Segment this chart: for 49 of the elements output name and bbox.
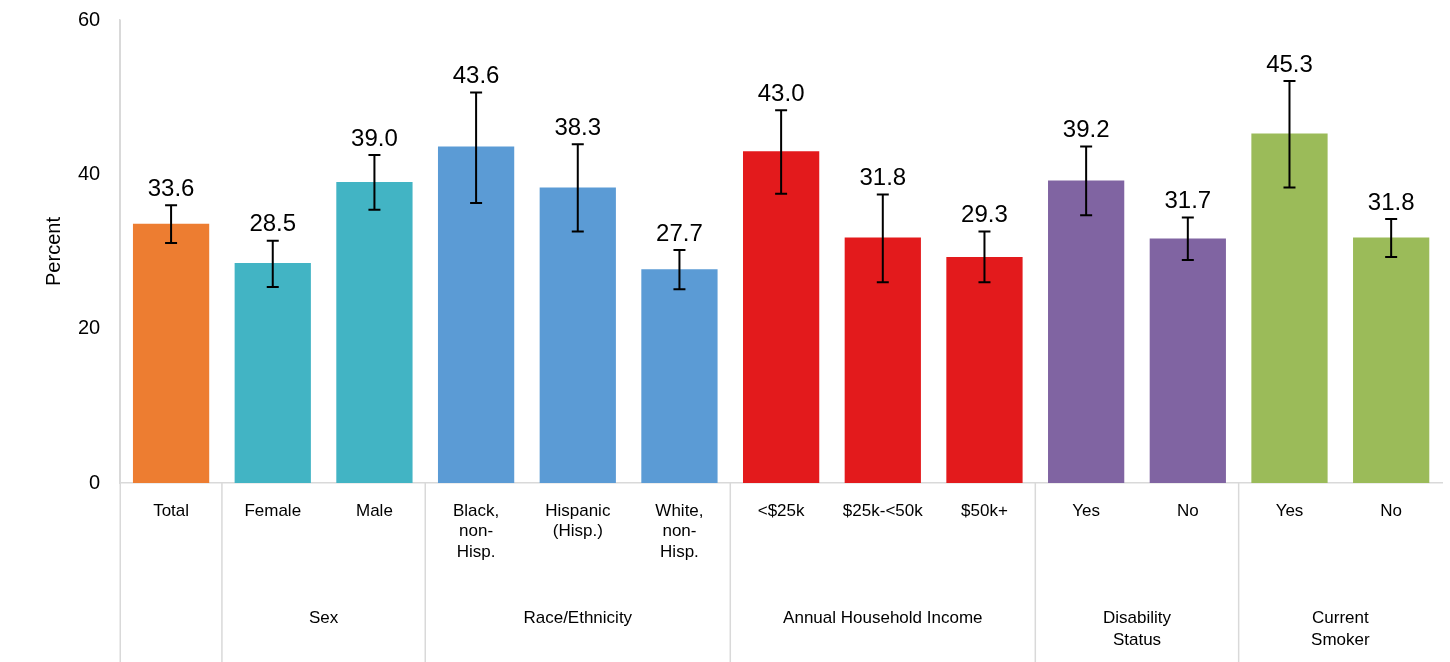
data-label: 43.0 bbox=[757, 78, 805, 106]
x-tick-label: Hispanic (Hisp.) bbox=[545, 500, 611, 541]
x-tick-label: <$25k bbox=[757, 500, 806, 520]
text: Annual Household Income bbox=[783, 607, 983, 627]
bar bbox=[132, 223, 210, 483]
data-label: 28.5 bbox=[249, 209, 297, 237]
text: Current Smoker bbox=[1311, 607, 1370, 649]
bar bbox=[1353, 237, 1430, 483]
x-tick-label: Black, non-Hisp. bbox=[452, 500, 500, 561]
text: Disability Status bbox=[1102, 607, 1172, 649]
x-tick-label: Yes bbox=[1072, 500, 1101, 520]
data-label: 45.3 bbox=[1266, 49, 1313, 77]
data-label: 31.8 bbox=[1367, 187, 1415, 215]
x-tick-label: No bbox=[1176, 500, 1199, 520]
data-label: 39.0 bbox=[351, 123, 398, 151]
y-tick-label: 60 bbox=[78, 7, 101, 30]
data-label: 27.7 bbox=[656, 218, 703, 246]
bar bbox=[641, 269, 718, 483]
x-tick-label: Yes bbox=[1275, 500, 1304, 520]
bar bbox=[539, 187, 616, 483]
x-tick-label: $25k-<50k bbox=[842, 500, 924, 520]
bar bbox=[946, 256, 1023, 483]
bar bbox=[437, 146, 515, 483]
bar bbox=[234, 263, 311, 483]
data-label: 39.2 bbox=[1062, 115, 1110, 143]
y-tick-label: 20 bbox=[78, 316, 101, 339]
data-label: 31.7 bbox=[1164, 186, 1212, 214]
x-tick-label: Male bbox=[356, 500, 393, 520]
bar bbox=[844, 237, 921, 483]
x-tick-label: White, non-Hisp. bbox=[655, 500, 704, 561]
x-tick-label: Female bbox=[244, 500, 302, 520]
data-label: 43.6 bbox=[452, 61, 500, 89]
data-label: 31.8 bbox=[859, 163, 907, 191]
y-tick-label: 0 bbox=[89, 470, 101, 493]
y-axis-title: Percent bbox=[41, 216, 64, 286]
data-label: 33.6 bbox=[147, 173, 195, 201]
bar bbox=[1048, 180, 1125, 483]
bar bbox=[1251, 133, 1328, 483]
x-tick-label: Total bbox=[153, 500, 190, 520]
bar bbox=[743, 151, 820, 483]
bar bbox=[336, 182, 413, 483]
data-label: 29.3 bbox=[961, 200, 1008, 228]
bar bbox=[1149, 238, 1226, 483]
text: Sex bbox=[308, 607, 339, 627]
x-tick-label: No bbox=[1380, 500, 1403, 520]
y-tick-label: 40 bbox=[78, 161, 101, 184]
data-label: 38.3 bbox=[554, 112, 602, 140]
x-tick-label: $50k+ bbox=[961, 500, 1008, 520]
text: Race/Ethnicity bbox=[523, 607, 633, 627]
